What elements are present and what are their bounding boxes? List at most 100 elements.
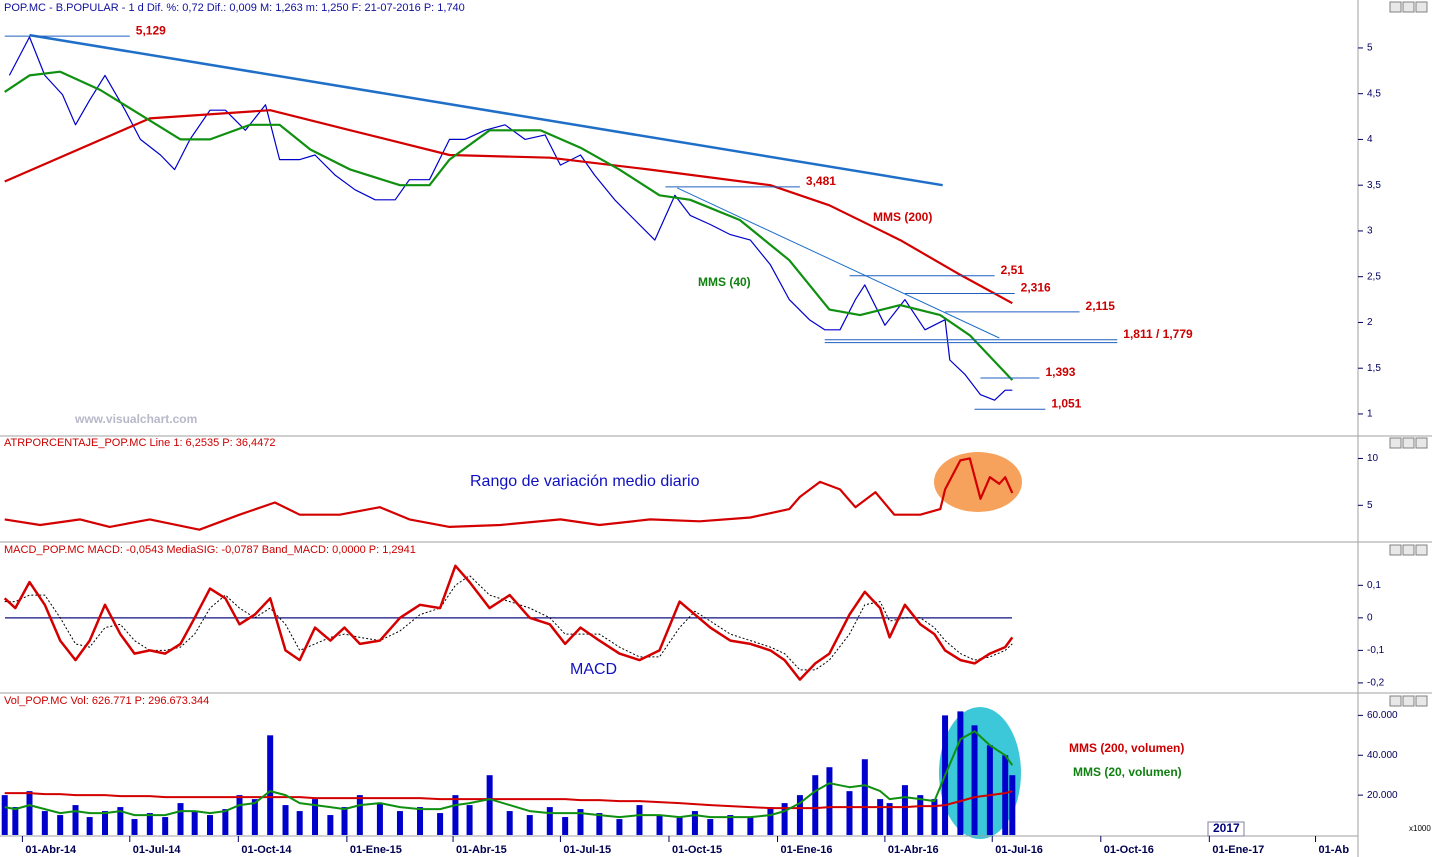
y-tick-label: 2	[1367, 317, 1373, 328]
volume-bar	[312, 799, 319, 835]
y-tick-label: 10	[1367, 453, 1379, 464]
volume-bar	[616, 819, 623, 835]
maximize-button[interactable]	[1402, 544, 1415, 556]
level-label: 2,115	[1086, 299, 1116, 313]
x-tick-label: 01-Ab	[1319, 844, 1350, 856]
level-label: 3,481	[806, 174, 836, 188]
level-label: 2,316	[1021, 281, 1051, 295]
volume-bar	[86, 817, 93, 835]
x-tick-label: 01-Ene-15	[350, 844, 402, 856]
volume-bar	[327, 815, 334, 835]
level-label: 1,811 / 1,779	[1123, 327, 1193, 341]
volume-bar	[251, 799, 258, 835]
close-button[interactable]	[1415, 1, 1428, 13]
volume-bar	[901, 785, 908, 835]
y-tick-label: -0,2	[1367, 678, 1385, 689]
volume-bar	[437, 813, 444, 835]
series-line	[4, 790, 1013, 810]
y-tick-label: 40.000	[1367, 750, 1398, 761]
volume-bar	[222, 809, 229, 835]
y-tick-label: 3,5	[1367, 180, 1381, 191]
minimize-button[interactable]	[1389, 437, 1402, 449]
volume-bar	[376, 803, 383, 835]
close-button[interactable]	[1415, 695, 1428, 707]
volume-bar	[767, 807, 774, 835]
trend-line	[29, 33, 943, 187]
close-button[interactable]	[1415, 544, 1428, 556]
series-line	[4, 457, 1014, 531]
annotation: www.visualchart.com	[74, 412, 197, 426]
annotation: x1000	[1409, 824, 1431, 833]
minimize-button[interactable]	[1389, 1, 1402, 13]
window-buttons	[1389, 1, 1428, 707]
level-label: 2,51	[1001, 263, 1025, 277]
volume-bar	[506, 811, 513, 835]
annotation: MMS (200)	[873, 210, 932, 224]
panel-header: ATRPORCENTAJE_POP.MC Line 1: 6,2535 P: 3…	[4, 437, 275, 449]
y-tick-label: 5	[1367, 43, 1373, 54]
volume-bar	[826, 767, 833, 835]
volume-bar	[747, 817, 754, 835]
volume-bar	[466, 805, 473, 835]
annotation: 2017	[1213, 821, 1240, 835]
panel-header: POP.MC - B.POPULAR - 1 d Dif. %: 0,72 Di…	[4, 2, 465, 14]
y-tick-label: 2,5	[1367, 271, 1381, 282]
x-tick-label: 01-Jul-16	[995, 844, 1043, 856]
volume-bar	[72, 805, 79, 835]
minimize-button[interactable]	[1389, 695, 1402, 707]
series-line	[4, 730, 1014, 819]
volume-bar	[526, 815, 533, 835]
volume-bar	[957, 711, 964, 835]
panel-header: MACD_POP.MC MACD: -0,0543 MediaSIG: -0,0…	[4, 544, 416, 556]
series-line	[4, 575, 1013, 671]
y-tick-label: 3	[1367, 226, 1373, 237]
volume-bar	[162, 817, 169, 835]
volume-bar	[207, 815, 214, 835]
highlight-ellipse	[934, 452, 1022, 512]
y-tick-label: 20.000	[1367, 790, 1398, 801]
series-line	[8, 36, 1013, 401]
x-tick-label: 01-Ene-16	[781, 844, 833, 856]
maximize-button[interactable]	[1402, 1, 1415, 13]
maximize-button[interactable]	[1402, 437, 1415, 449]
volume-bar	[296, 811, 303, 835]
x-tick-label: 01-Jul-14	[133, 844, 182, 856]
y-tick-label: 4,5	[1367, 88, 1381, 99]
volume-bar	[781, 803, 788, 835]
volume-bar	[356, 795, 363, 835]
minimize-button[interactable]	[1389, 544, 1402, 556]
x-tick-label: 01-Jul-15	[563, 844, 611, 856]
y-tick-label: 1,5	[1367, 363, 1381, 374]
volume-bar	[676, 817, 683, 835]
volume-bar	[546, 807, 553, 835]
panel-header: Vol_POP.MC Vol: 626.771 P: 296.673.344	[4, 695, 209, 707]
volume-bar	[26, 791, 33, 835]
series-line	[4, 109, 1013, 305]
volume-bar	[796, 795, 803, 835]
volume-bar	[417, 807, 424, 835]
volume-bar	[636, 805, 643, 835]
maximize-button[interactable]	[1402, 695, 1415, 707]
x-tick-label: 01-Oct-16	[1104, 844, 1154, 856]
volume-bar	[267, 735, 274, 835]
series-line	[3, 564, 1014, 681]
y-tick-label: -0,1	[1367, 645, 1385, 656]
volume-bar	[861, 759, 868, 835]
y-tick-label: 0	[1367, 612, 1373, 623]
x-tick-label: 01-Abr-16	[888, 844, 939, 856]
y-tick-label: 0,1	[1367, 580, 1381, 591]
annotation: MMS (200, volumen)	[1069, 741, 1184, 755]
level-label: 1,051	[1051, 396, 1081, 410]
volume-bar	[562, 817, 569, 835]
x-tick-label: 01-Abr-14	[25, 844, 77, 856]
volume-bar	[102, 811, 109, 835]
volume-bar	[191, 811, 198, 835]
year-box	[1207, 821, 1245, 837]
level-label: 5,129	[136, 23, 166, 37]
close-button[interactable]	[1415, 437, 1428, 449]
volume-bar	[707, 819, 714, 835]
volume-bar	[177, 803, 184, 835]
volume-bar	[486, 775, 493, 835]
y-tick-label: 5	[1367, 500, 1373, 511]
